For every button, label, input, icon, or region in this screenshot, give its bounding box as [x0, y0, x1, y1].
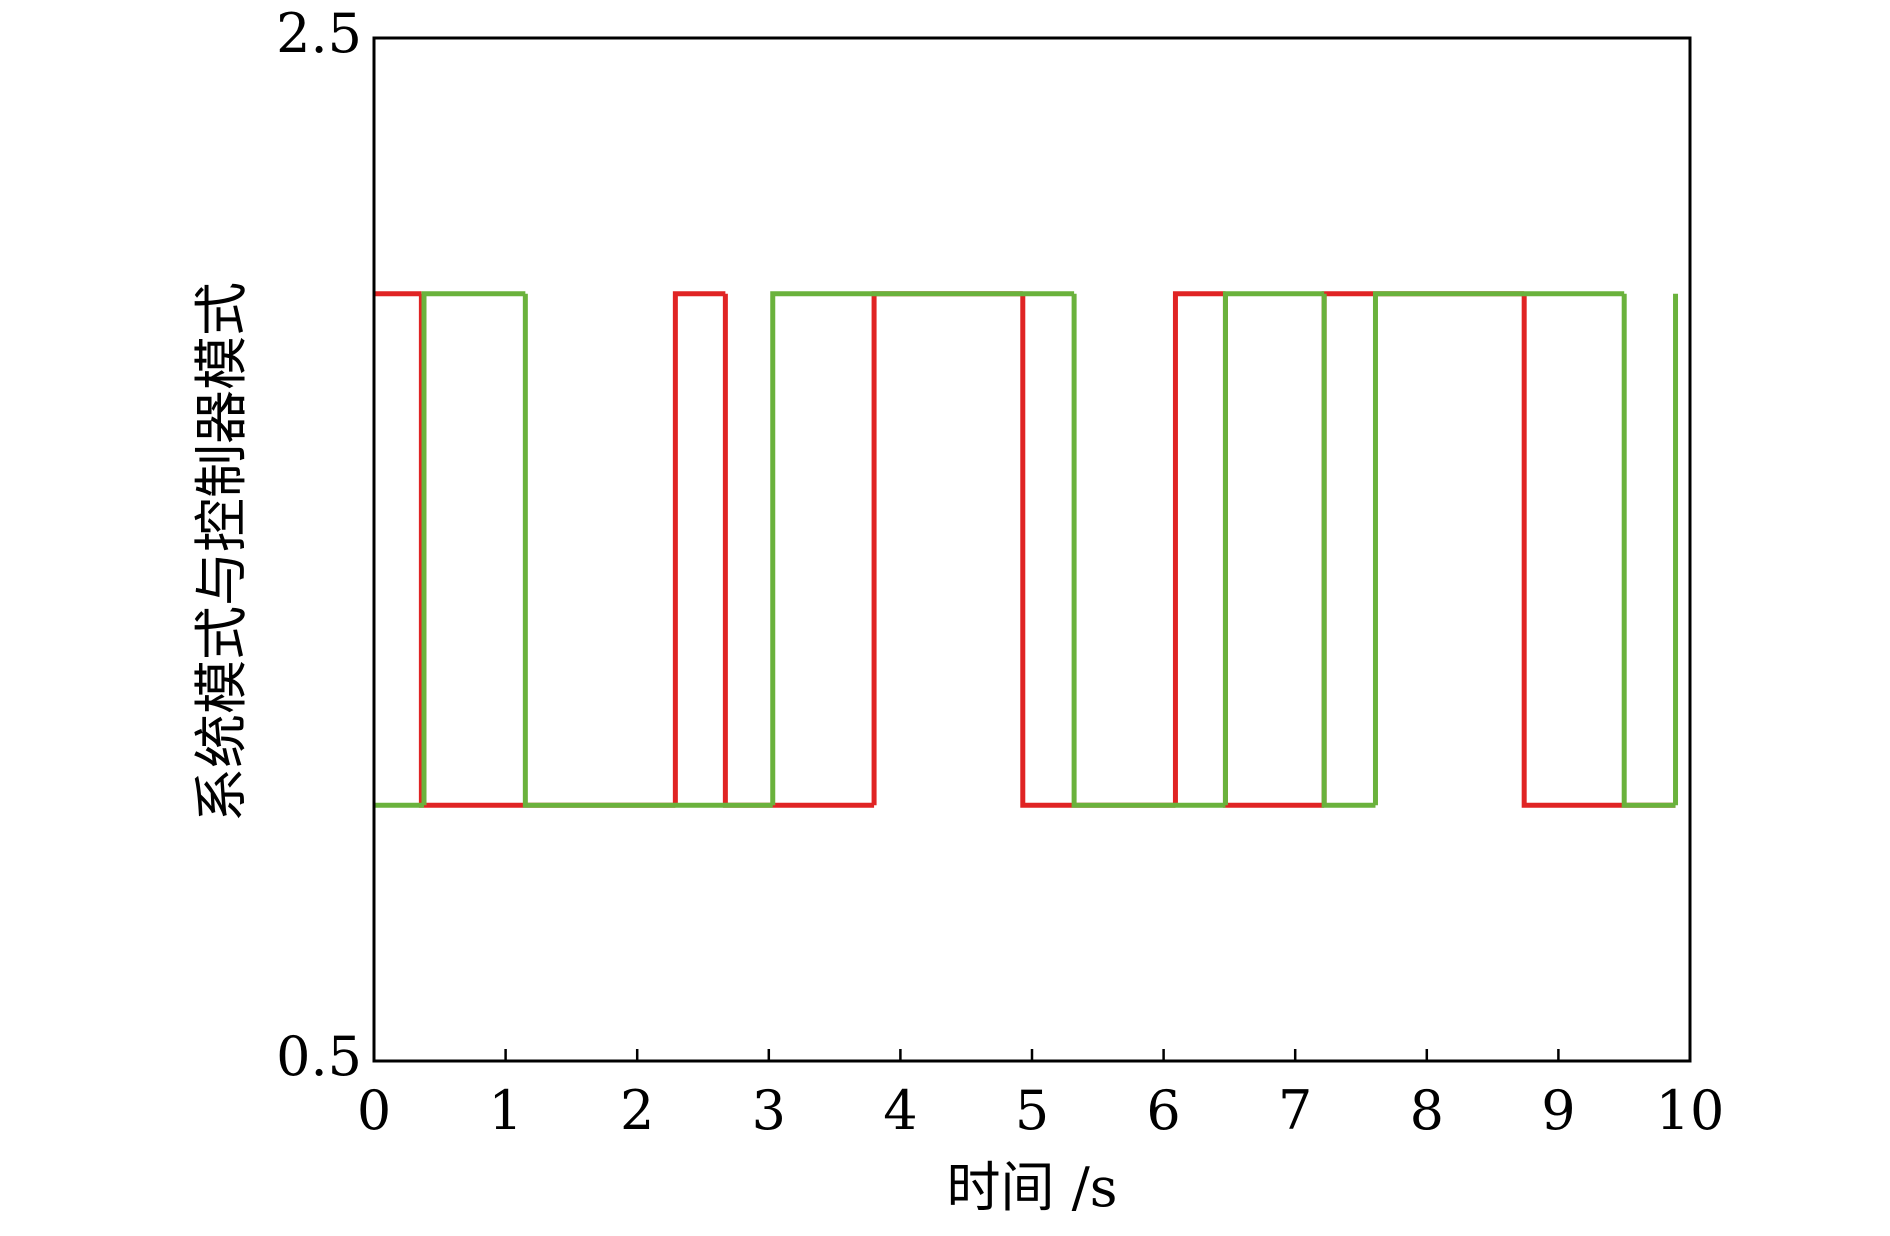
x-tick-label: 3	[752, 1079, 786, 1142]
x-tick-label: 2	[620, 1079, 654, 1142]
step-segment	[1321, 291, 1525, 806]
x-tick-label: 1	[488, 1079, 522, 1142]
step-segment	[1071, 293, 1226, 808]
step-segment	[871, 291, 1023, 806]
step-segment	[770, 291, 1075, 806]
y-tick-label: 2.5	[276, 2, 362, 65]
step-segment	[722, 293, 875, 808]
step-segment	[421, 291, 526, 806]
step-segment	[1020, 293, 1176, 808]
step-segment	[1621, 293, 1676, 808]
step-segment	[1521, 293, 1676, 808]
x-tick-label: 4	[883, 1079, 917, 1142]
x-tick-label: 5	[1015, 1079, 1049, 1142]
x-tick-label: 0	[357, 1079, 391, 1142]
step-segment	[1172, 291, 1226, 806]
y-axis-label: 系统模式与控制器模式	[190, 282, 253, 822]
x-tick-label: 9	[1541, 1079, 1575, 1142]
step-segment	[672, 291, 726, 806]
step-segment	[1222, 293, 1325, 808]
y-tick-label: 0.5	[276, 1025, 362, 1088]
step-segment	[522, 293, 773, 808]
x-tick-label: 7	[1278, 1079, 1312, 1142]
x-tick-label: 8	[1410, 1079, 1444, 1142]
step-segment	[1372, 291, 1625, 806]
step-segment	[418, 293, 676, 808]
x-axis-label: 时间 /s	[946, 1156, 1117, 1219]
step-segment	[1321, 293, 1376, 808]
x-tick-label: 10	[1656, 1079, 1725, 1142]
x-tick-label: 6	[1146, 1079, 1180, 1142]
step-segment	[1222, 291, 1325, 806]
plot-frame	[372, 36, 1692, 1063]
